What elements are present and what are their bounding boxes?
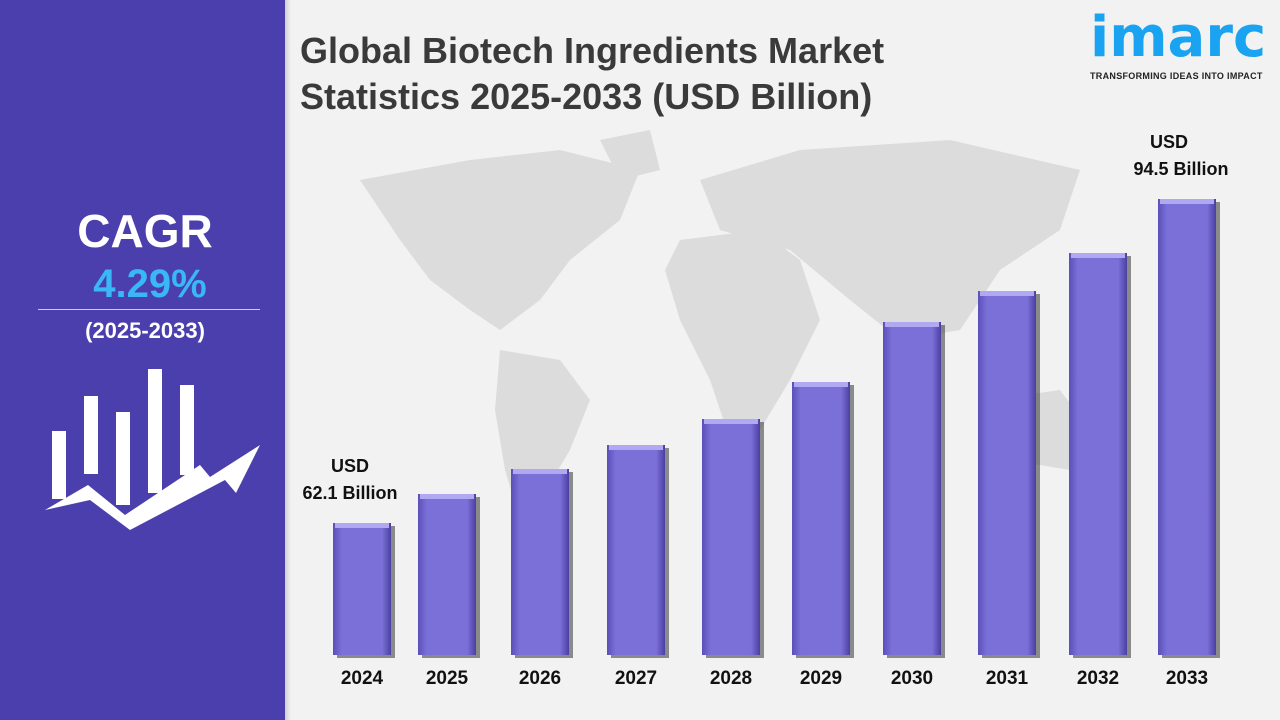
world-map (360, 130, 1090, 520)
data-label: USD (331, 456, 369, 476)
x-tick-label: 2025 (426, 668, 469, 689)
x-tick-label: 2027 (615, 668, 657, 689)
data-label: 62.1 Billion (302, 483, 397, 503)
growth-chart-icon (45, 369, 260, 530)
page-title: Global Biotech Ingredients Market Statis… (300, 28, 884, 120)
data-label: USD (1150, 132, 1188, 152)
x-tick-label: 2033 (1166, 668, 1208, 689)
bar-highlight (513, 469, 567, 474)
x-tick-label: 2024 (341, 668, 384, 689)
bar-2031 (978, 291, 1036, 655)
bar-2026 (511, 469, 569, 655)
panel-shadow (285, 0, 291, 720)
logo-word: imarc (1090, 5, 1267, 70)
bar-highlight (335, 523, 389, 528)
cagr-period: (2025-2033) (85, 318, 205, 343)
x-tick-label: 2032 (1077, 668, 1119, 689)
bar-2028 (702, 419, 760, 655)
bar-highlight (1071, 253, 1125, 258)
bar-2024 (333, 523, 391, 655)
x-tick-label: 2031 (986, 668, 1029, 689)
bar-2029 (792, 382, 850, 655)
x-tick-label: 2029 (800, 668, 842, 689)
x-tick-label: 2028 (710, 668, 752, 689)
data-label: 94.5 Billion (1133, 159, 1228, 179)
cagr-panel (0, 0, 285, 720)
bar-2033 (1158, 199, 1216, 655)
bar-highlight (1160, 199, 1214, 204)
bar-2027 (607, 445, 665, 655)
bar-highlight (980, 291, 1034, 296)
imarc-logo: imarc TRANSFORMING IDEAS INTO IMPACT (1090, 8, 1270, 82)
bar-highlight (704, 419, 758, 424)
title-line-2: Statistics 2025-2033 (USD Billion) (300, 76, 873, 117)
bar-highlight (420, 494, 474, 499)
bar-highlight (794, 382, 848, 387)
bar-2025 (418, 494, 476, 655)
x-tick-label: 2030 (891, 668, 933, 689)
cagr-label: CAGR (77, 205, 213, 257)
bar-highlight (609, 445, 663, 450)
bar-highlight (885, 322, 939, 327)
title-line-1: Global Biotech Ingredients Market (300, 30, 885, 71)
divider (38, 309, 260, 310)
bar-2030 (883, 322, 941, 655)
logo-tagline: TRANSFORMING IDEAS INTO IMPACT (1090, 71, 1263, 81)
bar-2032 (1069, 253, 1127, 655)
cagr-value: 4.29% (93, 262, 207, 306)
x-tick-label: 2026 (519, 668, 561, 689)
